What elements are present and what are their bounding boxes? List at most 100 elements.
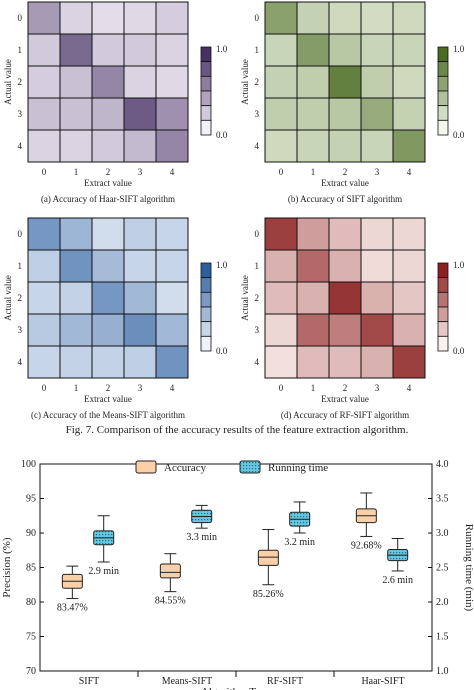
- colorbar-segment: [200, 321, 212, 337]
- y-tick-label: 4: [255, 357, 260, 367]
- x-tick-label: 4: [407, 383, 412, 393]
- y-tick-label: 3: [18, 325, 23, 335]
- runtime-data-label: 2.9 min: [88, 566, 119, 577]
- left-tick-label: 100: [21, 459, 36, 470]
- colorbar-segment: [200, 61, 212, 77]
- x-tick-label: 4: [170, 167, 175, 177]
- heatmap-cell: [27, 65, 61, 99]
- y-tick-label: 3: [18, 109, 23, 119]
- heatmap-cell: [123, 65, 157, 99]
- heatmap-cell: [264, 1, 298, 35]
- heatmap-cell: [155, 65, 189, 99]
- box-running-time: [93, 515, 115, 563]
- heatmap-cell: [123, 129, 157, 163]
- heatmap-cell: [123, 97, 157, 131]
- y-tick-label: 1: [18, 45, 23, 55]
- left-tick-label: 75: [26, 632, 36, 643]
- x-axis-label: Extract value: [84, 394, 132, 404]
- heatmap-cell: [155, 97, 189, 131]
- colorbar-segment: [437, 262, 449, 279]
- heatmap-cell: [328, 217, 362, 251]
- heatmap-cell: [360, 345, 394, 379]
- left-tick-label: 95: [26, 494, 36, 505]
- heatmap-cell: [296, 249, 330, 283]
- y-axis-label: Actual value: [3, 275, 13, 321]
- heatmap-cell: [392, 129, 426, 163]
- heatmap-cell: [296, 281, 330, 315]
- heatmap-cell: [296, 97, 330, 131]
- heatmap-cell: [27, 249, 61, 283]
- heatmap-cell: [155, 249, 189, 283]
- heatmap-cell: [392, 249, 426, 283]
- x-tick-label: 0: [279, 383, 284, 393]
- heatmap-cell: [27, 313, 61, 347]
- heatmap-cell: [328, 249, 362, 283]
- right-tick-label: 2.0: [436, 597, 449, 608]
- runtime-data-label: 3.2 min: [284, 537, 315, 548]
- legend-label-running-time: Running time: [268, 462, 328, 474]
- heatmap-cell: [328, 65, 362, 99]
- category-label: Means-SIFT: [162, 676, 213, 687]
- heatmap-cell: [264, 249, 298, 283]
- heatmap-cell: [296, 33, 330, 67]
- heatmap-cell: [360, 313, 394, 347]
- left-tick-label: 90: [26, 528, 36, 539]
- x-tick-label: 0: [42, 383, 47, 393]
- x-tick-label: 2: [106, 167, 111, 177]
- heatmap-cell: [155, 33, 189, 67]
- right-tick-label: 2.5: [436, 563, 449, 574]
- heatmap-cell: [27, 217, 61, 251]
- heatmap-cell: [392, 313, 426, 347]
- heatmap-cell: [27, 345, 61, 379]
- colorbar-segment: [200, 75, 212, 92]
- heatmap-cell: [91, 129, 125, 163]
- box-body: [257, 549, 279, 566]
- figure-caption: Fig. 7. Comparison of the accuracy resul…: [65, 424, 409, 436]
- colorbar-tick-label: 0.0: [216, 130, 228, 140]
- right-tick-label: 4.0: [436, 459, 449, 470]
- x-tick-label: 1: [311, 167, 316, 177]
- colorbar-segment: [437, 277, 449, 293]
- x-tick-label: 3: [138, 167, 143, 177]
- colorbar-segment: [437, 90, 449, 107]
- accuracy-data-label: 83.47%: [57, 603, 88, 614]
- colorbar-segment: [437, 75, 449, 92]
- heatmap-cell: [59, 217, 93, 251]
- x-tick-label: 3: [375, 383, 380, 393]
- colorbar-tick-label: 1.0: [453, 44, 465, 54]
- x-tick-label: 1: [311, 383, 316, 393]
- box-running-time: [191, 504, 213, 529]
- box-running-time: [289, 501, 311, 534]
- y-tick-label: 2: [18, 293, 23, 303]
- category-label: RF-SIFT: [267, 676, 303, 687]
- right-tick-label: 3.5: [436, 494, 449, 505]
- colorbar-segment: [200, 46, 212, 63]
- heatmap-cell: [392, 65, 426, 99]
- heatmap-cell: [155, 217, 189, 251]
- x-tick-label: 4: [170, 383, 175, 393]
- heatmap-cell: [264, 345, 298, 379]
- heatmap-cell: [360, 217, 394, 251]
- heatmap-cell: [59, 33, 93, 67]
- heatmap-cell: [27, 97, 61, 131]
- heatmap-cell: [360, 129, 394, 163]
- heatmap-cell: [328, 345, 362, 379]
- heatmap-cell: [328, 281, 362, 315]
- left-tick-label: 85: [26, 563, 36, 574]
- colorbar-tick-label: 1.0: [216, 44, 228, 54]
- heatmap-0: 0 1 2 3 4 0 1 2 3 4 Extract value Actual value (a) A…: [3, 1, 228, 204]
- x-axis-label: Algorithm Type: [201, 686, 271, 690]
- colorbar-segment: [200, 277, 212, 293]
- y-tick-label: 2: [255, 77, 260, 87]
- x-axis-label: Extract value: [321, 394, 369, 404]
- heatmap-cell: [392, 345, 426, 379]
- colorbar-segment: [437, 335, 449, 352]
- heatmap-cell: [27, 33, 61, 67]
- y-tick-label: 0: [18, 229, 23, 239]
- subplot-caption: (d) Accuracy of RF-SIFT algorithm: [281, 410, 409, 420]
- legend-swatch-running-time: [239, 460, 261, 474]
- y-axis-label: Actual value: [240, 275, 250, 321]
- colorbar-segment: [200, 291, 212, 308]
- colorbar-tick-label: 1.0: [216, 260, 228, 270]
